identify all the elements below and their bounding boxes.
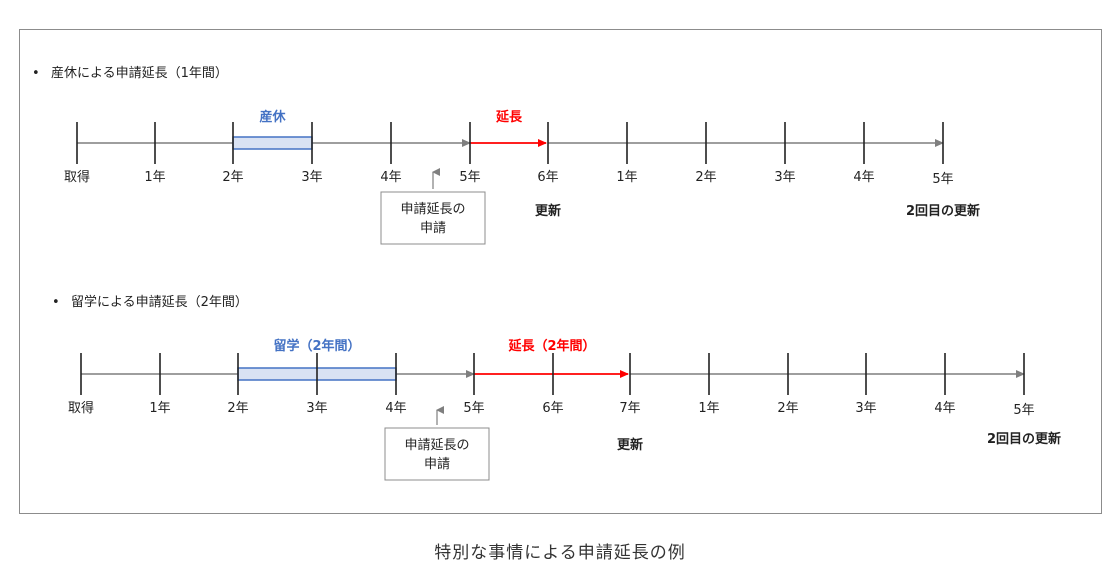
timeline1-bullet: • xyxy=(32,66,40,81)
timeline2-bullet: • xyxy=(52,295,60,310)
timeline2-heading: 留学による申請延長（2年間） xyxy=(71,294,248,310)
timeline1-tick-label: 取得 xyxy=(64,169,90,185)
timeline1-tick-label: 4年 xyxy=(853,170,874,185)
timeline2-tick-label: 7年 xyxy=(619,401,640,416)
timeline1-tick-label: 5年 xyxy=(932,172,953,187)
timeline1-tick-label: 1年 xyxy=(144,170,165,185)
timeline2-note-text: 申請延長の xyxy=(404,438,469,453)
timeline1-tick-label: 4年 xyxy=(380,170,401,185)
timeline2-tick-label: 4年 xyxy=(934,401,955,416)
timeline1-tick-label: 1年 xyxy=(616,170,637,185)
timeline2-renewal-label: 更新 xyxy=(617,437,643,453)
timeline1-tick-label: 5年 xyxy=(459,170,480,185)
timeline2-tick-label: 1年 xyxy=(698,401,719,416)
timeline1-extension-label: 延長 xyxy=(495,109,523,125)
timeline1-tick-label: 3年 xyxy=(774,170,795,185)
timeline2-tick-label: 4年 xyxy=(385,401,406,416)
timeline2-extension-label: 延長（2年間） xyxy=(507,338,595,354)
timeline2-tick-label: 2年 xyxy=(777,401,798,416)
timeline2-tick-label: 1年 xyxy=(149,401,170,416)
timeline1-tick-label: 2年 xyxy=(222,170,243,185)
timeline1-tick-label: 6年 xyxy=(537,170,558,185)
timeline1-tick-label: 3年 xyxy=(301,170,322,185)
timeline1-tick-label: 2年 xyxy=(695,170,716,185)
timeline2-tick-label: 3年 xyxy=(855,401,876,416)
timeline1-heading: 産休による申請延長（1年間） xyxy=(51,65,228,81)
timeline1-note-text: 申請 xyxy=(420,221,446,236)
timeline1-renewal-label: 更新 xyxy=(535,203,561,219)
timeline2-tick-label: 5年 xyxy=(463,401,484,416)
timeline2-note-text: 申請 xyxy=(424,457,450,472)
timeline1-highlight-label: 産休 xyxy=(259,109,286,125)
timeline2-tick-label: 2年 xyxy=(227,401,248,416)
timeline2-second-renewal-label: 2回目の更新 xyxy=(987,431,1061,447)
timeline2-tick-label: 5年 xyxy=(1013,403,1034,418)
timeline2-tick-label: 取得 xyxy=(68,400,94,416)
timeline1-note-text: 申請延長の xyxy=(400,202,465,217)
timeline1-note-box xyxy=(380,191,486,245)
timeline2-tick-label: 3年 xyxy=(306,401,327,416)
timeline2-note-box xyxy=(384,427,490,481)
timeline1-highlight-box xyxy=(232,136,313,150)
diagram-frame xyxy=(19,29,1102,514)
timeline1-second-renewal-label: 2回目の更新 xyxy=(906,203,980,219)
timeline2-highlight-label: 留学（2年間） xyxy=(273,338,360,354)
timeline2-tick-label: 6年 xyxy=(542,401,563,416)
figure-caption: 特別な事情による申請延長の例 xyxy=(434,543,686,563)
